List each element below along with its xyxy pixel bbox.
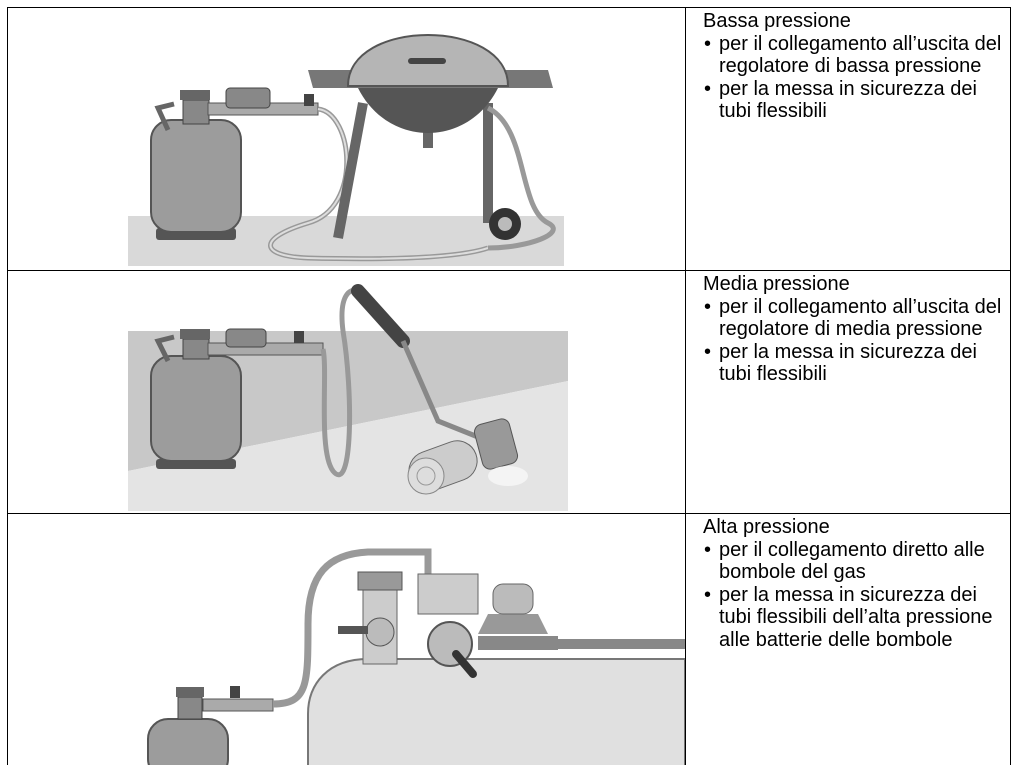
bullet-list: per il collegamento all’uscita del regol… (703, 296, 1002, 386)
pressure-title: Bassa pressione (703, 10, 851, 32)
tank-illustration (147, 548, 685, 765)
illustration-cell (7, 513, 686, 765)
torch-illustration (128, 284, 568, 511)
pressure-title: Alta pressione (703, 516, 830, 538)
bullet: per il collegamento diretto alle bombole… (703, 539, 1002, 584)
bullet: per la messa in sicurezza dei tubi fless… (703, 78, 1002, 123)
illustration-cell (7, 7, 686, 271)
description-cell: Media pressione per il collegamento all’… (685, 270, 1011, 514)
bullet-list: per il collegamento diretto alle bombole… (703, 539, 1002, 652)
description-cell: Bassa pressione per il collegamento all’… (685, 7, 1011, 271)
illustration-cell (7, 270, 686, 514)
bullet: per il collegamento all’uscita del regol… (703, 296, 1002, 341)
description-cell: Alta pressione per il collegamento diret… (685, 513, 1011, 765)
bullet: per la messa in sicurezza dei tubi fless… (703, 341, 1002, 386)
pressure-title: Media pressione (703, 273, 850, 295)
bullet: per la messa in sicurezza dei tubi fless… (703, 584, 1002, 652)
bbq-illustration (128, 34, 564, 266)
bullet: per il collegamento all’uscita del regol… (703, 33, 1002, 78)
bullet-list: per il collegamento all’uscita del regol… (703, 33, 1002, 123)
